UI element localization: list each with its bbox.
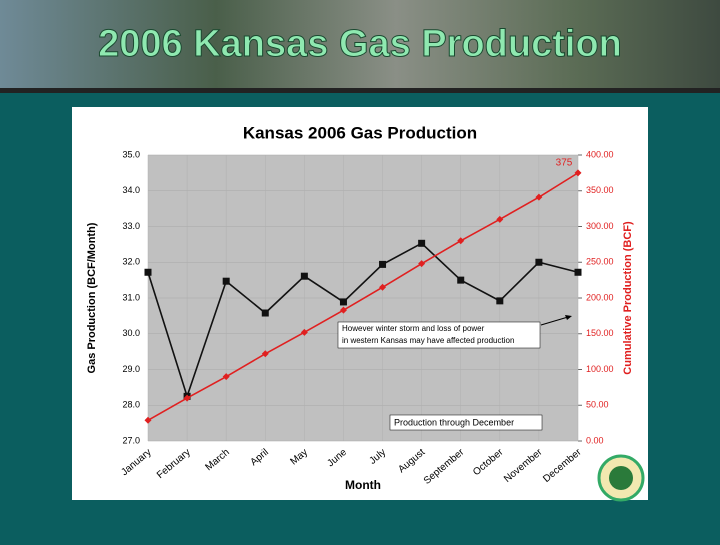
series-line — [147, 242, 579, 399]
x-axis-label: Month — [345, 478, 381, 492]
marker — [300, 272, 308, 280]
y-tick-label: 31.0 — [122, 292, 140, 302]
annotation: in western Kansas may have affected prod… — [342, 336, 514, 345]
y-tick-label: 28.0 — [122, 400, 140, 410]
y-tick-label: 35.0 — [122, 149, 140, 159]
marker — [261, 309, 269, 317]
y-tick-label: 29.0 — [122, 364, 140, 374]
marker — [574, 169, 582, 177]
annotation-box — [337, 321, 541, 349]
y2-tick-label: 350.00 — [586, 185, 614, 195]
annotation-box — [389, 414, 543, 431]
y-tick-label: 30.0 — [122, 328, 140, 338]
y2-tick-label: 0.00 — [586, 435, 604, 445]
chart-title: Kansas 2006 Gas Production — [243, 123, 477, 142]
y2-tick-label: 300.00 — [586, 221, 614, 231]
marker — [418, 239, 426, 247]
logo-center — [609, 466, 633, 490]
marker — [261, 350, 269, 358]
marker — [535, 258, 543, 266]
series-line — [147, 172, 579, 421]
y2-axis-label: Cumulative Production (BCF) — [622, 221, 634, 375]
marker — [418, 260, 426, 268]
logo — [597, 454, 645, 502]
marker — [222, 277, 230, 285]
marker — [457, 276, 465, 284]
y2-tick-label: 400.00 — [586, 149, 614, 159]
marker — [144, 416, 152, 424]
marker — [339, 298, 347, 306]
y2-tick-label: 250.00 — [586, 257, 614, 267]
marker — [535, 193, 543, 201]
y-tick-label: 27.0 — [122, 435, 140, 445]
y2-tick-label: 150.00 — [586, 328, 614, 338]
marker — [222, 373, 230, 381]
annotation: Production through December — [394, 417, 514, 427]
annotation-arrow — [540, 316, 569, 326]
marker — [183, 394, 191, 402]
annotation-arrowhead — [565, 315, 572, 320]
banner — [0, 0, 720, 92]
marker — [300, 328, 308, 336]
y2-tick-label: 200.00 — [586, 292, 614, 302]
y-tick-label: 32.0 — [122, 257, 140, 267]
marker — [496, 215, 504, 223]
y-axis-label: Gas Production (BCF/Month) — [86, 222, 98, 373]
y-tick-label: 33.0 — [122, 221, 140, 231]
marker — [379, 260, 387, 268]
data-label: 375 — [556, 158, 573, 169]
slide-title: 2006 Kansas Gas Production — [98, 23, 622, 65]
marker — [574, 268, 582, 276]
marker — [144, 268, 152, 276]
y2-tick-label: 50.00 — [586, 400, 609, 410]
marker — [379, 283, 387, 291]
marker — [496, 297, 504, 305]
annotation: However winter storm and loss of power — [342, 324, 485, 333]
y-tick-label: 34.0 — [122, 185, 140, 195]
banner-edge — [0, 88, 720, 93]
marker — [457, 237, 465, 245]
marker — [339, 306, 347, 314]
y2-tick-label: 100.00 — [586, 364, 614, 374]
